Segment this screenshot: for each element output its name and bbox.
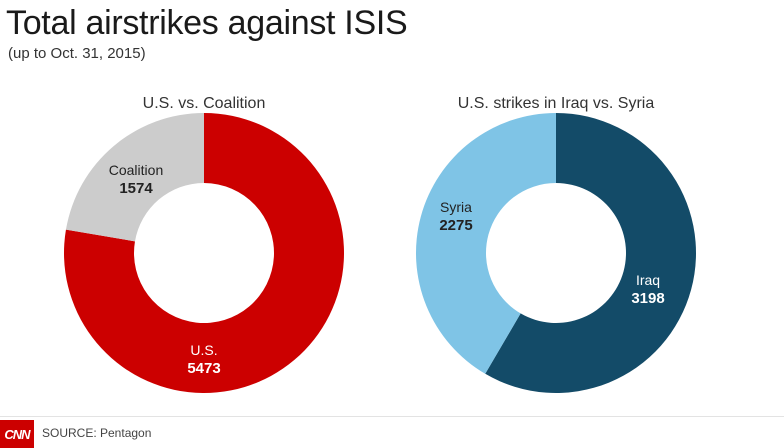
slice-value-iraq: 3198 xyxy=(631,290,664,307)
cnn-logo-text: CNN xyxy=(4,426,30,442)
slice-iraq xyxy=(485,113,697,393)
donut-iraq-vs-syria: Iraq 3198 Syria 2275 xyxy=(416,113,697,393)
chart-title: Total airstrikes against ISIS xyxy=(6,4,408,42)
footer-divider xyxy=(0,416,784,417)
slice-value-u-s: 5473 xyxy=(187,360,220,377)
slice-value-coalition: 1574 xyxy=(119,180,153,197)
slice-coalition xyxy=(65,113,204,242)
cnn-logo: CNN xyxy=(0,420,34,448)
donut-title-1: U.S. strikes in Iraq vs. Syria xyxy=(458,95,655,112)
source-note: SOURCE: Pentagon xyxy=(42,426,152,440)
slice-label-syria: Syria xyxy=(440,199,472,215)
slice-label-u-s: U.S. xyxy=(190,342,217,358)
slice-label-coalition: Coalition xyxy=(109,162,163,178)
slice-label-iraq: Iraq xyxy=(636,272,660,288)
slice-value-syria: 2275 xyxy=(439,217,472,234)
donut-us-vs-coalition: U.S. 5473 Coalition 1574 xyxy=(63,113,344,393)
chart-subtitle: (up to Oct. 31, 2015) xyxy=(8,45,146,62)
donut-title-0: U.S. vs. Coalition xyxy=(143,95,266,112)
slice-syria xyxy=(416,113,556,374)
donut-charts: U.S. vs. Coalition U.S. strikes in Iraq … xyxy=(63,95,697,393)
slice-u-s xyxy=(63,113,344,393)
